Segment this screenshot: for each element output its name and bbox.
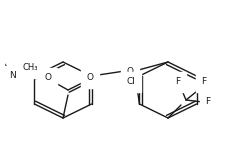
Text: F: F bbox=[202, 77, 207, 87]
Text: CH₃: CH₃ bbox=[22, 64, 38, 72]
Text: F: F bbox=[205, 97, 211, 107]
Text: O: O bbox=[126, 67, 133, 75]
Text: O: O bbox=[87, 73, 93, 83]
Text: O: O bbox=[44, 73, 51, 83]
Text: Cl: Cl bbox=[127, 77, 136, 87]
Text: F: F bbox=[175, 77, 181, 87]
Text: N: N bbox=[9, 72, 16, 80]
